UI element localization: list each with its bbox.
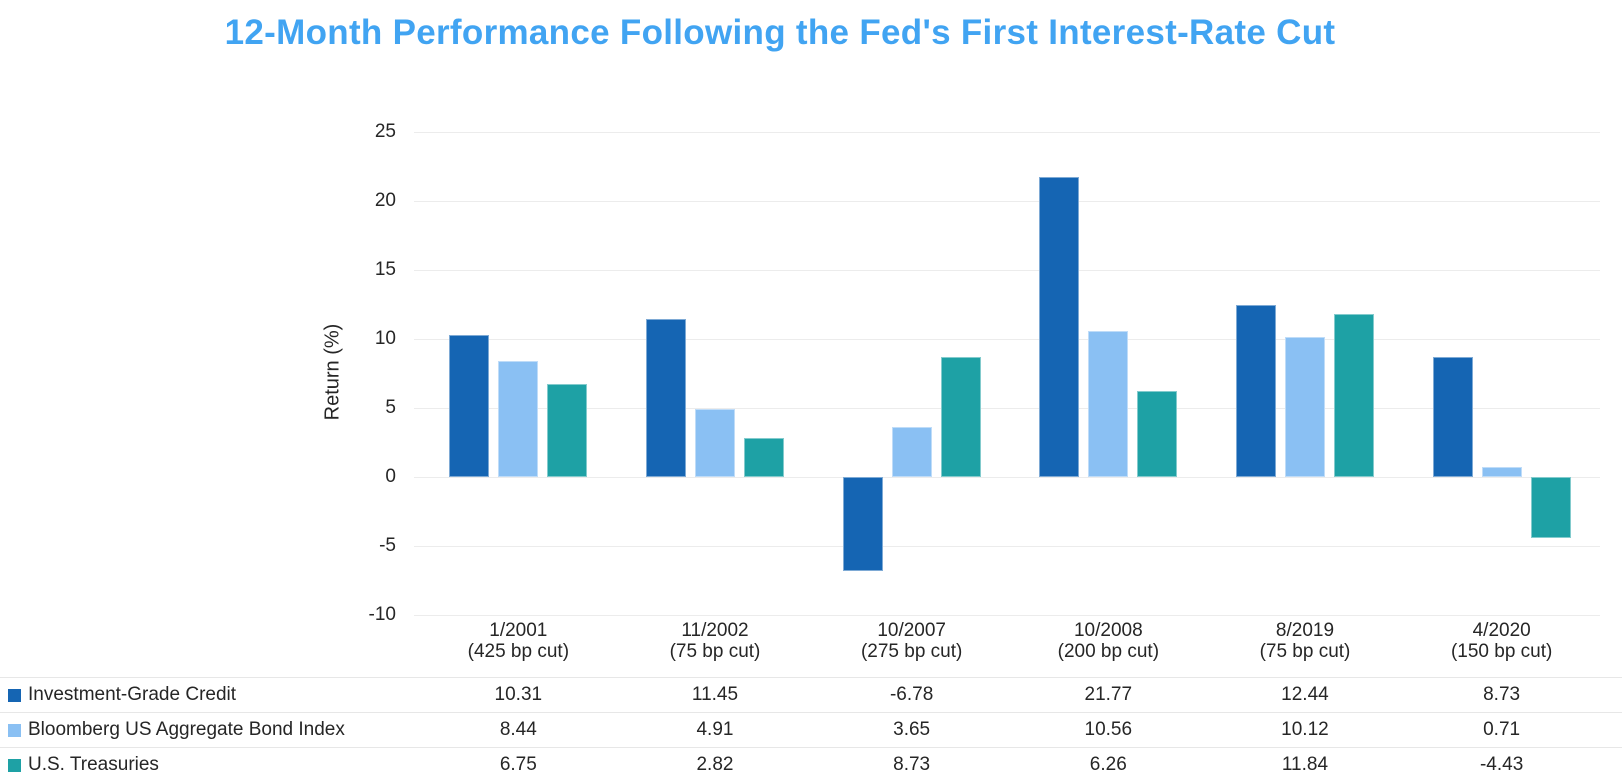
y-tick-label: 10 bbox=[374, 328, 396, 349]
category-cut-size: (425 bp cut) bbox=[467, 641, 570, 662]
table-value: 8.73 bbox=[1483, 684, 1521, 705]
legend-swatch-icon bbox=[8, 688, 21, 702]
bar-investment-grade-credit-8-2019 bbox=[1236, 305, 1276, 477]
table-value: -6.78 bbox=[889, 684, 934, 705]
gridline-y-25 bbox=[414, 132, 1600, 133]
bar-bloomberg-us-aggregate-bond-index-8-2019 bbox=[1285, 337, 1325, 477]
table-value: 0.71 bbox=[1483, 719, 1521, 740]
x-axis-label-10-2007: 10/2007 (275 bp cut) bbox=[813, 620, 1010, 662]
table-value: 10.56 bbox=[1084, 719, 1133, 740]
category-cut-size: (200 bp cut) bbox=[1057, 641, 1160, 662]
x-axis-label-8-2019: 8/2019 (75 bp cut) bbox=[1207, 620, 1404, 662]
gridline-y--10 bbox=[414, 615, 1600, 616]
category-date: 10/2008 bbox=[1073, 620, 1143, 641]
table-value: 6.75 bbox=[499, 754, 537, 775]
y-tick-label: 0 bbox=[385, 466, 396, 487]
bar-investment-grade-credit-1-2001 bbox=[449, 334, 490, 477]
table-value: -4.43 bbox=[1479, 754, 1524, 775]
y-tick-label: 5 bbox=[385, 397, 396, 418]
x-axis-label-1-2001: 1/2001 (425 bp cut) bbox=[420, 620, 617, 662]
legend-swatch-icon bbox=[8, 758, 21, 772]
table-row-investment-grade-credit: Investment-Grade Credit 10.31 11.45 -6.78 21… bbox=[0, 677, 1622, 712]
table-value: 11.84 bbox=[1281, 754, 1329, 775]
table-value: 8.44 bbox=[499, 719, 537, 740]
category-date: 10/2007 bbox=[877, 620, 946, 641]
gridline-y-10 bbox=[414, 339, 1600, 340]
x-axis-label-10-2008: 10/2008 (200 bp cut) bbox=[1010, 620, 1207, 662]
gridline-y-15 bbox=[414, 270, 1600, 271]
table-value: 12.44 bbox=[1281, 684, 1329, 705]
category-cut-size: (75 bp cut) bbox=[669, 641, 761, 662]
category-date: 8/2019 bbox=[1275, 620, 1335, 641]
bar-investment-grade-credit-10-2008 bbox=[1039, 176, 1080, 477]
table-value: 3.65 bbox=[893, 719, 931, 740]
gridline-y-20 bbox=[414, 201, 1600, 202]
bar-bloomberg-us-aggregate-bond-index-4-2020 bbox=[1481, 467, 1522, 477]
bar-u-s-treasuries-10-2008 bbox=[1137, 390, 1178, 477]
y-tick-label: -5 bbox=[379, 535, 396, 556]
bar-bloomberg-us-aggregate-bond-index-10-2008 bbox=[1088, 331, 1129, 477]
gridline-y--5 bbox=[414, 546, 1600, 547]
table-value: 6.26 bbox=[1089, 754, 1127, 775]
bar-bloomberg-us-aggregate-bond-index-11-2002 bbox=[695, 409, 735, 477]
y-tick-label: -10 bbox=[368, 604, 396, 625]
category-cut-size: (275 bp cut) bbox=[860, 641, 963, 662]
bar-bloomberg-us-aggregate-bond-index-10-2007 bbox=[891, 426, 932, 477]
table-row-bloomberg-us-aggregate-bond-index: Bloomberg US Aggregate Bond Index 8.44 4.9… bbox=[0, 712, 1622, 747]
category-cut-size: (150 bp cut) bbox=[1450, 641, 1553, 662]
bar-u-s-treasuries-8-2019 bbox=[1334, 313, 1374, 477]
category-cut-size: (75 bp cut) bbox=[1259, 641, 1351, 662]
table-value: 10.31 bbox=[494, 684, 543, 705]
y-tick-label: 15 bbox=[374, 259, 396, 280]
bar-investment-grade-credit-10-2007 bbox=[842, 477, 883, 571]
bar-u-s-treasuries-4-2020 bbox=[1530, 477, 1571, 539]
category-date: 1/2001 bbox=[489, 620, 548, 641]
category-date: 4/2020 bbox=[1472, 620, 1531, 641]
x-axis-label-11-2002: 11/2002 (75 bp cut) bbox=[617, 620, 814, 662]
series-label: Investment-Grade Credit bbox=[0, 684, 420, 706]
table-value: 2.82 bbox=[696, 754, 734, 775]
table-value: 8.73 bbox=[893, 754, 931, 775]
table-value: 4.91 bbox=[696, 719, 734, 740]
legend-swatch-icon bbox=[8, 723, 21, 737]
bar-u-s-treasuries-1-2001 bbox=[547, 383, 588, 477]
series-label: U.S. Treasuries bbox=[0, 754, 420, 776]
chart-title: 12-Month Performance Following the Fed's… bbox=[224, 13, 1336, 52]
y-tick-label: 25 bbox=[374, 121, 396, 142]
x-axis-label-4-2020: 4/2020 (150 bp cut) bbox=[1403, 620, 1600, 662]
bar-investment-grade-credit-11-2002 bbox=[646, 318, 686, 477]
y-tick-label: 20 bbox=[374, 190, 396, 211]
gridline-y-0 bbox=[414, 477, 1600, 478]
bar-u-s-treasuries-10-2007 bbox=[940, 356, 981, 477]
bar-bloomberg-us-aggregate-bond-index-1-2001 bbox=[498, 360, 539, 477]
bar-investment-grade-credit-4-2020 bbox=[1432, 356, 1473, 477]
table-value: 21.77 bbox=[1084, 684, 1133, 705]
table-value: 11.45 bbox=[691, 684, 739, 705]
series-name: U.S. Treasuries bbox=[28, 754, 159, 775]
table-row-u-s-treasuries: U.S. Treasuries 6.75 2.82 8.73 6.26 11.84 -4.4… bbox=[0, 747, 1622, 776]
series-name: Bloomberg US Aggregate Bond Index bbox=[28, 719, 345, 740]
series-name: Investment-Grade Credit bbox=[28, 684, 237, 705]
series-label: Bloomberg US Aggregate Bond Index bbox=[0, 719, 420, 741]
bar-u-s-treasuries-11-2002 bbox=[744, 438, 784, 477]
table-value: 10.12 bbox=[1281, 719, 1329, 740]
category-date: 11/2002 bbox=[681, 620, 749, 641]
gridline-y-5 bbox=[414, 408, 1600, 409]
